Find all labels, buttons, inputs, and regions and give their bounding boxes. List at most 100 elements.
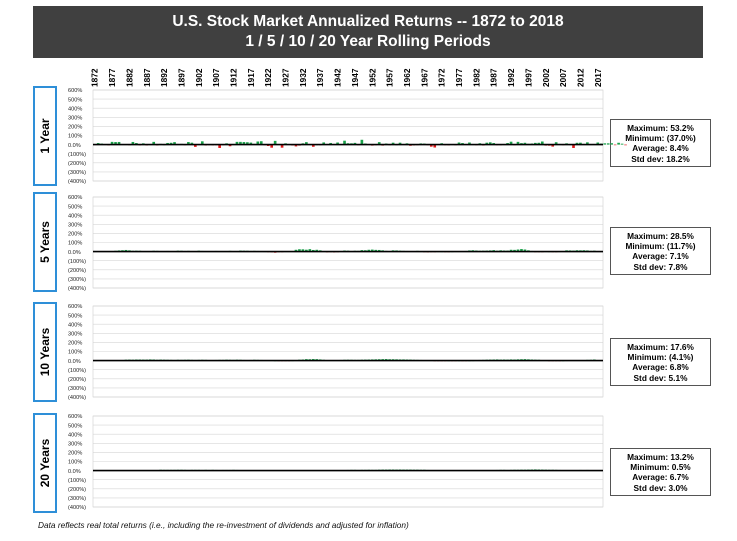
x-tick-label: 1892 bbox=[159, 68, 169, 87]
stat-minimum: Minimum: 0.5% bbox=[630, 462, 691, 473]
plot-frame bbox=[92, 305, 604, 398]
y-tick-label: 300% bbox=[68, 223, 82, 229]
x-tick-label: 1912 bbox=[229, 68, 239, 87]
bar bbox=[572, 144, 575, 148]
bar bbox=[377, 249, 381, 252]
stat-maximum: Maximum: 53.2% bbox=[627, 123, 694, 133]
x-tick-label: 1902 bbox=[194, 68, 204, 87]
stat-minimum: Minimum: (37.0%) bbox=[625, 133, 696, 144]
x-tick-label: 1967 bbox=[419, 68, 429, 87]
bar bbox=[294, 249, 298, 252]
bar bbox=[239, 141, 242, 145]
y-tick-label: 400% bbox=[68, 322, 82, 328]
bar bbox=[610, 143, 613, 145]
plot-frame bbox=[92, 196, 604, 289]
bar bbox=[311, 144, 315, 147]
bar bbox=[249, 142, 253, 145]
y-tick-label: 300% bbox=[68, 442, 82, 448]
y-tick-label: 500% bbox=[68, 423, 82, 429]
bar bbox=[298, 249, 301, 252]
panel-label-5-years: 5 Years bbox=[33, 192, 57, 292]
x-tick-label: 1992 bbox=[506, 68, 516, 87]
stats-box-5-years: Maximum: 28.5% Minimum: (11.7%) Average:… bbox=[610, 227, 711, 275]
bar bbox=[603, 143, 607, 145]
bar bbox=[523, 249, 527, 252]
x-tick-label: 1917 bbox=[246, 68, 256, 87]
y-tick-label: 400% bbox=[68, 432, 82, 438]
x-tick-label: 1962 bbox=[402, 68, 412, 87]
stat-average: Average: 6.7% bbox=[632, 472, 689, 483]
bar bbox=[194, 144, 197, 147]
y-tick-label: 600% bbox=[68, 304, 82, 310]
y-tick-label: (200%) bbox=[68, 268, 86, 274]
bar bbox=[374, 249, 378, 252]
stat-average: Average: 8.4% bbox=[632, 143, 689, 154]
bar bbox=[468, 142, 471, 145]
bar bbox=[554, 142, 558, 145]
x-tick-label: 1887 bbox=[142, 68, 152, 87]
bar bbox=[488, 142, 492, 145]
bar bbox=[586, 142, 589, 145]
y-tick-label: 500% bbox=[68, 204, 82, 210]
bar bbox=[256, 141, 260, 145]
y-tick-label: (300%) bbox=[68, 496, 86, 502]
bar bbox=[218, 144, 221, 148]
bar bbox=[322, 142, 326, 145]
y-tick-label: (100%) bbox=[68, 152, 86, 158]
y-tick-label: 400% bbox=[68, 213, 82, 219]
stats-box-20-years: Maximum: 13.2% Minimum: 0.5% Average: 6.… bbox=[610, 448, 711, 496]
y-tick-label: 100% bbox=[68, 134, 82, 140]
x-tick-label: 1947 bbox=[350, 68, 360, 87]
bar bbox=[259, 141, 263, 145]
stat-average: Average: 7.1% bbox=[632, 251, 689, 262]
bar bbox=[391, 142, 395, 145]
plot-frame bbox=[92, 89, 604, 182]
bar bbox=[246, 142, 249, 145]
x-tick-label: 1897 bbox=[176, 68, 186, 87]
bar bbox=[370, 249, 374, 252]
bar bbox=[457, 142, 461, 145]
bar bbox=[620, 143, 624, 145]
bar bbox=[433, 144, 437, 148]
y-tick-label: (100%) bbox=[68, 478, 86, 484]
bar bbox=[315, 249, 319, 252]
footnote: Data reflects real total returns (i.e., … bbox=[38, 520, 409, 530]
y-tick-label: 100% bbox=[68, 460, 82, 466]
bar bbox=[485, 142, 489, 145]
x-tick-label: 1882 bbox=[124, 68, 134, 87]
bar bbox=[509, 141, 513, 145]
y-tick-label: 500% bbox=[68, 97, 82, 103]
x-tick-label: 2012 bbox=[575, 68, 585, 87]
panel-label-1-year: 1 Year bbox=[33, 86, 57, 186]
y-tick-label: 400% bbox=[68, 106, 82, 112]
stat-minimum: Minimum: (4.1%) bbox=[627, 352, 694, 363]
plot-frame bbox=[92, 415, 604, 508]
bar bbox=[353, 142, 357, 145]
y-tick-label: (200%) bbox=[68, 161, 86, 167]
bar bbox=[152, 141, 156, 145]
stats-box-10-years: Maximum: 17.6% Minimum: (4.1%) Average: … bbox=[610, 338, 711, 386]
bar bbox=[336, 142, 339, 145]
bar bbox=[516, 141, 520, 145]
bar bbox=[305, 249, 308, 252]
bar bbox=[523, 142, 527, 145]
y-tick-label: (200%) bbox=[68, 487, 86, 493]
bar bbox=[131, 141, 135, 145]
bar bbox=[343, 140, 346, 145]
bar bbox=[516, 249, 520, 252]
y-tick-label: 300% bbox=[68, 116, 82, 122]
bar bbox=[429, 144, 433, 147]
bar bbox=[537, 142, 541, 145]
bar bbox=[280, 144, 284, 148]
y-tick-label: 200% bbox=[68, 125, 82, 131]
y-tick-label: (300%) bbox=[68, 386, 86, 392]
x-tick-label: 1922 bbox=[263, 68, 273, 87]
bar bbox=[534, 142, 537, 145]
stat-std-dev: Std dev: 18.2% bbox=[631, 153, 690, 164]
bar bbox=[124, 249, 128, 252]
bar bbox=[270, 144, 273, 148]
bar bbox=[305, 142, 308, 145]
bar bbox=[606, 143, 610, 145]
chart-title-banner: U.S. Stock Market Annualized Returns -- … bbox=[33, 6, 703, 58]
